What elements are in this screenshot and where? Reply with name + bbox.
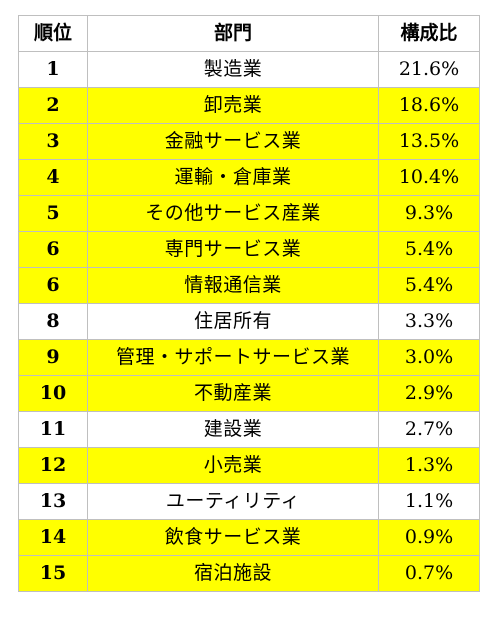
dept-cell: 宿泊施設: [87, 555, 379, 592]
rank-cell: 11: [18, 411, 88, 448]
dept-cell: 住居所有: [87, 303, 379, 340]
header-share: 構成比: [378, 15, 480, 52]
dept-cell: 管理・サポートサービス業: [87, 339, 379, 376]
table-row: 15 宿泊施設 0.7%: [18, 555, 480, 592]
share-cell: 5.4%: [378, 231, 480, 268]
rank-cell: 5: [18, 195, 88, 232]
dept-cell: 卸売業: [87, 87, 379, 124]
rank-cell: 2: [18, 87, 88, 124]
rank-cell: 4: [18, 159, 88, 196]
table-row: 10 不動産業 2.9%: [18, 375, 480, 412]
table-row: 4 運輸・倉庫業 10.4%: [18, 159, 480, 196]
rank-cell: 10: [18, 375, 88, 412]
rank-cell: 8: [18, 303, 88, 340]
table-row: 14 飲食サービス業 0.9%: [18, 519, 480, 556]
dept-cell: ユーティリティ: [87, 483, 379, 520]
table-row: 13 ユーティリティ 1.1%: [18, 483, 480, 520]
rank-cell: 15: [18, 555, 88, 592]
share-cell: 13.5%: [378, 123, 480, 160]
share-cell: 21.6%: [378, 51, 480, 88]
rank-cell: 6: [18, 267, 88, 304]
dept-cell: 製造業: [87, 51, 379, 88]
dept-cell: 飲食サービス業: [87, 519, 379, 556]
dept-cell: 建設業: [87, 411, 379, 448]
dept-cell: 情報通信業: [87, 267, 379, 304]
share-cell: 0.7%: [378, 555, 480, 592]
dept-cell: 専門サービス業: [87, 231, 379, 268]
rank-cell: 3: [18, 123, 88, 160]
dept-cell: 不動産業: [87, 375, 379, 412]
table-row: 12 小売業 1.3%: [18, 447, 480, 484]
rank-cell: 13: [18, 483, 88, 520]
share-cell: 1.1%: [378, 483, 480, 520]
rank-cell: 9: [18, 339, 88, 376]
dept-cell: 金融サービス業: [87, 123, 379, 160]
table-row: 5 その他サービス産業 9.3%: [18, 195, 480, 232]
table-row: 6 情報通信業 5.4%: [18, 267, 480, 304]
share-cell: 2.9%: [378, 375, 480, 412]
share-cell: 0.9%: [378, 519, 480, 556]
table-row: 9 管理・サポートサービス業 3.0%: [18, 339, 480, 376]
header-rank: 順位: [18, 15, 88, 52]
table-row: 6 専門サービス業 5.4%: [18, 231, 480, 268]
rank-cell: 12: [18, 447, 88, 484]
dept-cell: 運輸・倉庫業: [87, 159, 379, 196]
ranking-table: 順位 部門 構成比 1 製造業 21.6% 2 卸売業 18.6% 3 金融サー…: [18, 15, 480, 592]
share-cell: 9.3%: [378, 195, 480, 232]
table-row: 8 住居所有 3.3%: [18, 303, 480, 340]
share-cell: 2.7%: [378, 411, 480, 448]
table-row: 1 製造業 21.6%: [18, 51, 480, 88]
dept-cell: その他サービス産業: [87, 195, 379, 232]
share-cell: 18.6%: [378, 87, 480, 124]
share-cell: 3.3%: [378, 303, 480, 340]
rank-cell: 1: [18, 51, 88, 88]
share-cell: 10.4%: [378, 159, 480, 196]
share-cell: 5.4%: [378, 267, 480, 304]
header-dept: 部門: [87, 15, 379, 52]
table-row: 2 卸売業 18.6%: [18, 87, 480, 124]
share-cell: 3.0%: [378, 339, 480, 376]
share-cell: 1.3%: [378, 447, 480, 484]
table-row: 3 金融サービス業 13.5%: [18, 123, 480, 160]
dept-cell: 小売業: [87, 447, 379, 484]
table-row: 11 建設業 2.7%: [18, 411, 480, 448]
rank-cell: 6: [18, 231, 88, 268]
table-header-row: 順位 部門 構成比: [18, 15, 480, 52]
rank-cell: 14: [18, 519, 88, 556]
